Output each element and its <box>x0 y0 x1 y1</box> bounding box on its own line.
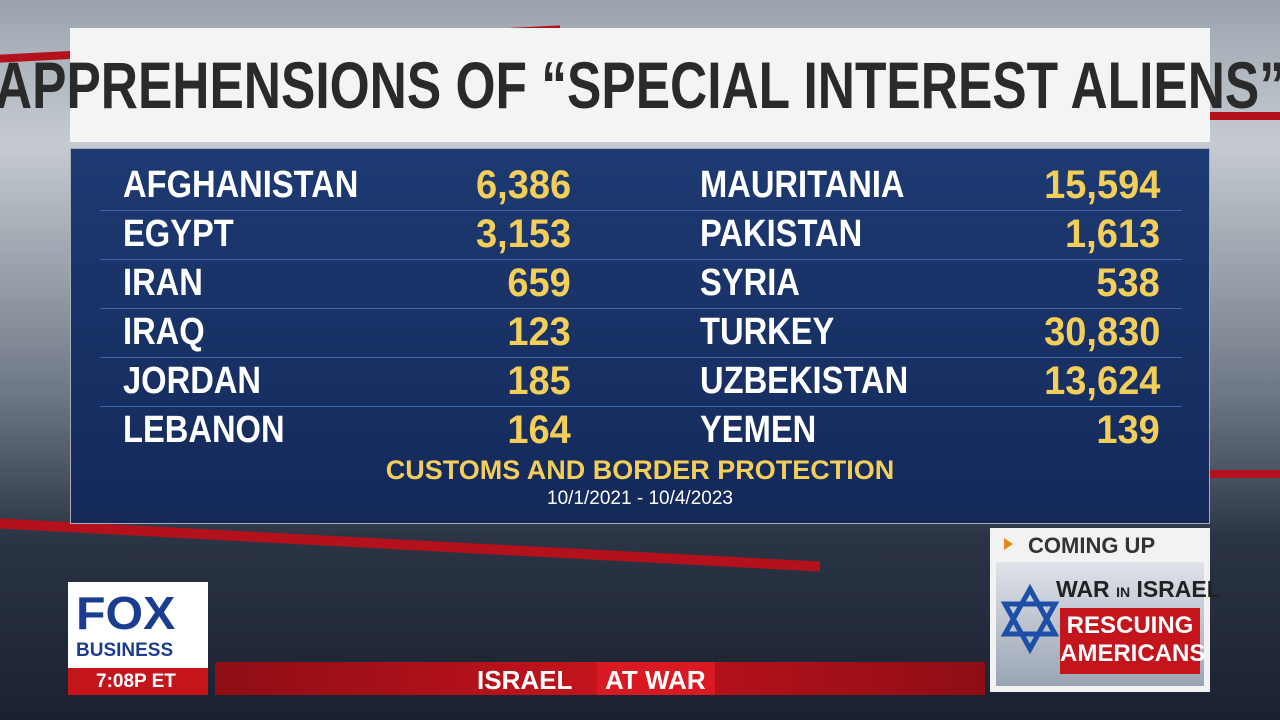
logo-fox: FOX <box>76 587 176 639</box>
title: APPREHENSIONS OF “SPECIAL INTEREST ALIEN… <box>0 48 1280 122</box>
country-name: MAURITANIA <box>700 164 905 206</box>
promo-war: WAR <box>1056 576 1110 602</box>
ticker-bar: ISRAEL AT WAR <box>215 662 985 695</box>
country-name: PAKISTAN <box>700 213 863 255</box>
country-name: EGYPT <box>123 213 234 255</box>
decor-stripe <box>0 518 820 572</box>
title-wrap: APPREHENSIONS OF “SPECIAL INTEREST ALIEN… <box>0 28 1280 142</box>
count: 538 <box>1096 261 1160 305</box>
decor-stripe <box>1210 112 1280 120</box>
star-icon <box>1000 584 1060 654</box>
source: CUSTOMS AND BORDER PROTECTION <box>385 455 895 485</box>
count: 13,624 <box>1043 359 1160 403</box>
clock: 7:08P ET <box>96 671 176 692</box>
count: 659 <box>507 261 571 305</box>
date-range: 10/1/2021 - 10/4/2023 <box>547 488 733 509</box>
count: 185 <box>507 359 571 403</box>
country-name: TURKEY <box>700 311 835 353</box>
country-name: IRAQ <box>123 311 205 353</box>
coming-up-label: COMING UP <box>1028 533 1156 558</box>
count: 30,830 <box>1043 310 1160 354</box>
decor-stripe <box>1210 470 1280 478</box>
ticker-left: ISRAEL <box>477 665 573 695</box>
clock-bar: 7:08P ET <box>68 668 208 695</box>
country-name: UZBEKISTAN <box>700 360 909 402</box>
logo-business: BUSINESS <box>76 640 174 661</box>
count: 123 <box>507 310 571 354</box>
count: 139 <box>1096 408 1160 452</box>
ticker-right: AT WAR <box>605 665 706 695</box>
promo-israel: ISRAEL <box>1136 576 1221 602</box>
row-divider <box>100 259 1182 260</box>
coming-up-box: COMING UP WAR IN ISRAEL RESCUING AMERICA… <box>990 528 1221 692</box>
country-name: LEBANON <box>123 409 285 451</box>
promo-image: WAR IN ISRAEL RESCUING AMERICANS <box>996 562 1221 686</box>
count: 6,386 <box>475 163 571 207</box>
country-name: IRAN <box>123 262 203 304</box>
country-name: YEMEN <box>700 409 817 451</box>
count: 3,153 <box>475 212 571 256</box>
promo-headline: RESCUING AMERICANS <box>1060 608 1205 674</box>
row-divider <box>100 357 1182 358</box>
title-box: APPREHENSIONS OF “SPECIAL INTEREST ALIEN… <box>0 28 1280 142</box>
row-divider <box>100 308 1182 309</box>
promo-top: WAR IN ISRAEL <box>1056 576 1221 603</box>
row-divider <box>100 406 1182 407</box>
count: 1,613 <box>1064 212 1160 256</box>
promo-in: IN <box>1116 584 1131 600</box>
arrow-icon <box>1004 538 1013 550</box>
country-name: JORDAN <box>123 360 262 402</box>
country-name: AFGHANISTAN <box>123 164 359 206</box>
ticker-highlight <box>597 662 715 695</box>
logo-box: FOX BUSINESS <box>68 582 208 668</box>
count: 164 <box>507 408 571 452</box>
row-divider <box>100 210 1182 211</box>
country-name: SYRIA <box>700 262 800 304</box>
count: 15,594 <box>1043 163 1160 207</box>
